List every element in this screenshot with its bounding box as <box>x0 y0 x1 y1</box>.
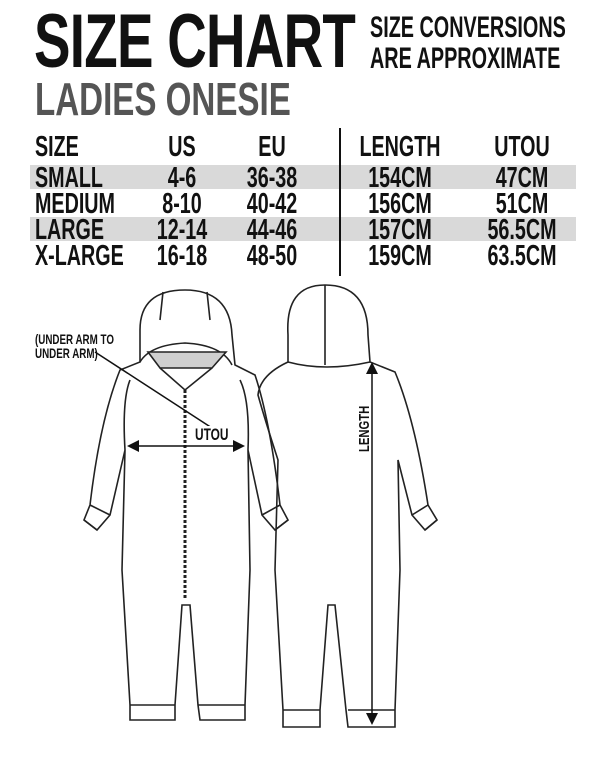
onesie-back <box>257 284 439 728</box>
subtitle: LADIES ONESIE <box>35 73 291 125</box>
utou-label: UTOU <box>195 425 229 444</box>
table-cell: 157CM <box>368 214 432 246</box>
table-cell: 48-50 <box>246 240 298 272</box>
table-cell: 154CM <box>368 162 432 194</box>
table-cell: 51CM <box>495 188 549 220</box>
table-cell: 63.5CM <box>487 240 557 272</box>
row-band <box>30 217 576 241</box>
annotation-leader <box>94 351 213 429</box>
table-cell: MEDIUM <box>35 188 115 220</box>
table-cell: 36-38 <box>246 162 298 194</box>
conversion-note: SIZE CONVERSIONS ARE APPROXIMATE <box>370 12 566 74</box>
length-label: LENGTH <box>356 405 373 452</box>
table-cell: 159CM <box>368 240 432 272</box>
note-line: SIZE CONVERSIONS <box>370 11 566 44</box>
row-band <box>30 165 576 189</box>
column-divider <box>339 128 341 276</box>
table-cell: 47CM <box>495 162 549 194</box>
table-cell: 4-6 <box>167 162 197 194</box>
table-cell: X-LARGE <box>35 240 124 272</box>
annotation-line: UNDER ARM) <box>35 345 98 361</box>
table-cell: 44-46 <box>246 214 298 246</box>
annotation-line: (UNDER ARM TO <box>35 331 114 347</box>
table-cell: 16-18 <box>156 240 208 272</box>
table-cell: 8-10 <box>162 188 202 220</box>
table-cell: LARGE <box>35 214 105 246</box>
onesie-front <box>83 289 290 721</box>
table-cell: 156CM <box>368 188 432 220</box>
column-header: SIZE <box>35 131 79 163</box>
page-title: SIZE CHART <box>34 0 356 84</box>
note-line: ARE APPROXIMATE <box>370 42 561 75</box>
utou-annotation: (UNDER ARM TO UNDER ARM) <box>35 332 114 360</box>
column-header: UTOU <box>494 131 550 163</box>
table-cell: SMALL <box>35 162 103 194</box>
column-header: EU <box>258 131 286 163</box>
table-cell: 56.5CM <box>487 214 557 246</box>
column-header: LENGTH <box>359 131 441 163</box>
measurement-lines <box>94 351 378 725</box>
table-cell: 12-14 <box>156 214 208 246</box>
column-header: US <box>168 131 196 163</box>
table-cell: 40-42 <box>246 188 298 220</box>
